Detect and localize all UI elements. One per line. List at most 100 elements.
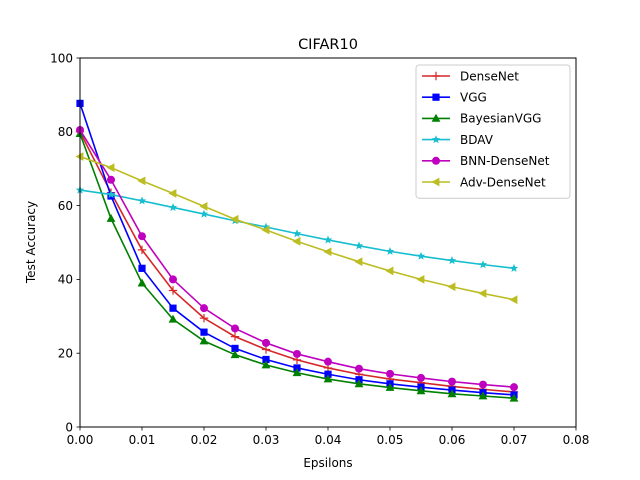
data-point-adv-densenet — [199, 201, 208, 211]
x-tick-label: 0.05 — [377, 433, 404, 447]
x-tick-label: 0.01 — [129, 433, 156, 447]
plot-area — [75, 99, 519, 402]
data-point-adv-densenet — [168, 189, 177, 198]
legend-frame — [415, 64, 571, 199]
data-point-bdav — [416, 251, 426, 260]
data-point-vgg — [169, 304, 177, 312]
data-point-bnn-densenet — [479, 380, 487, 389]
data-point-bnn-densenet — [417, 373, 425, 382]
data-point-densenet — [199, 313, 209, 323]
legend-label-densenet: DenseNet — [460, 69, 519, 83]
data-point-bdav — [168, 203, 178, 211]
data-point-bayesianvgg — [137, 278, 147, 287]
data-point-bayesianvgg — [354, 379, 364, 388]
data-point-bayesianvgg — [509, 393, 519, 402]
data-point-bdav — [261, 222, 271, 231]
x-tick-label: 0.03 — [253, 433, 280, 447]
x-tick-label: 0.06 — [439, 433, 466, 447]
x-tick-label: 0.04 — [315, 433, 342, 447]
data-point-densenet — [230, 332, 240, 341]
axes-frame — [79, 57, 577, 428]
data-point-adv-densenet — [292, 236, 301, 246]
legend-label-bayesianvgg: BayesianVGG — [460, 112, 541, 126]
legend-marker-bnn-densenet — [432, 156, 440, 165]
data-point-bayesianvgg — [106, 213, 116, 222]
data-point-bnn-densenet — [293, 349, 301, 358]
data-point-bdav — [106, 190, 116, 199]
data-point-bayesianvgg — [478, 391, 488, 400]
data-point-bdav — [323, 235, 333, 244]
data-point-bayesianvgg — [261, 360, 271, 369]
data-point-bayesianvgg — [385, 382, 395, 391]
data-point-adv-densenet — [416, 275, 425, 284]
data-point-adv-densenet — [230, 214, 239, 224]
data-point-bayesianvgg — [416, 386, 426, 395]
data-point-bayesianvgg — [292, 368, 302, 377]
data-point-bnn-densenet — [262, 338, 270, 347]
data-point-bnn-densenet — [324, 357, 332, 366]
data-point-bnn-densenet — [510, 383, 518, 392]
x-axis-label: Epsilons — [303, 456, 352, 470]
data-point-bdav — [292, 229, 302, 238]
data-point-bayesianvgg — [168, 314, 178, 323]
data-point-bdav — [478, 260, 488, 269]
data-point-bnn-densenet — [200, 304, 208, 313]
y-axis-label: Test Accuracy — [24, 201, 38, 284]
data-point-vgg — [324, 370, 332, 378]
legend-label-bdav: BDAV — [460, 133, 494, 147]
data-point-bayesianvgg — [323, 374, 333, 383]
y-tick-label: 80 — [58, 125, 73, 139]
data-point-bayesianvgg — [230, 350, 240, 359]
x-tick-label: 0.08 — [563, 433, 590, 447]
data-point-adv-densenet — [478, 289, 487, 298]
y-tick-label: 100 — [50, 51, 73, 65]
data-point-vgg — [231, 344, 239, 353]
data-point-bnn-densenet — [355, 364, 363, 373]
data-point-adv-densenet — [385, 266, 394, 276]
legend: DenseNet VGG BayesianVGG BDAV BNN-DenseNet A… — [415, 64, 571, 199]
data-point-adv-densenet — [137, 176, 146, 186]
x-tick-label: 0.07 — [501, 433, 528, 447]
y-tick-label: 60 — [58, 199, 73, 213]
data-point-densenet — [168, 286, 178, 295]
legend-label-bnn-densenet: BNN-DenseNet — [460, 154, 550, 168]
data-point-bdav — [385, 246, 395, 255]
legend-marker-adv-densenet — [431, 177, 440, 187]
data-point-adv-densenet — [106, 163, 115, 172]
data-point-bnn-densenet — [138, 232, 146, 241]
chart-title: CIFAR10 — [298, 37, 358, 53]
y-tick-label: 40 — [58, 273, 73, 287]
data-point-bnn-densenet — [231, 324, 239, 333]
data-point-bdav — [447, 256, 457, 265]
data-point-densenet — [137, 245, 147, 255]
data-point-bnn-densenet — [107, 175, 115, 184]
data-point-bayesianvgg — [199, 336, 209, 345]
legend-marker-bayesianvgg — [431, 113, 441, 122]
y-tick-label: 0 — [65, 420, 73, 434]
legend-label-vgg: VGG — [460, 91, 487, 105]
data-point-adv-densenet — [509, 295, 518, 305]
data-point-bdav — [137, 196, 147, 205]
legend-marker-densenet — [431, 71, 441, 81]
data-point-vgg — [138, 264, 146, 272]
data-point-adv-densenet — [447, 282, 456, 292]
data-point-adv-densenet — [261, 225, 270, 235]
data-point-bayesianvgg — [447, 389, 457, 398]
y-tick-label: 20 — [58, 347, 73, 361]
data-point-bdav — [354, 241, 364, 250]
data-point-bnn-densenet — [448, 377, 456, 386]
data-point-vgg — [293, 364, 301, 372]
data-point-adv-densenet — [354, 257, 363, 267]
data-point-vgg — [200, 328, 208, 336]
data-point-bdav — [509, 263, 519, 272]
legend-marker-vgg — [432, 93, 440, 101]
data-point-adv-densenet — [323, 247, 332, 257]
x-tick-label: 0.00 — [67, 433, 94, 447]
x-tick-label: 0.02 — [191, 433, 218, 447]
data-point-adv-densenet — [75, 152, 84, 161]
data-point-vgg — [262, 355, 270, 364]
data-point-bnn-densenet — [169, 275, 177, 284]
axis-ticks: 0.00 0.01 0.02 0.03 0.04 0.05 0.06 0.07 0.08 0 20 4… — [50, 51, 589, 447]
legend-marker-bdav — [431, 135, 441, 144]
